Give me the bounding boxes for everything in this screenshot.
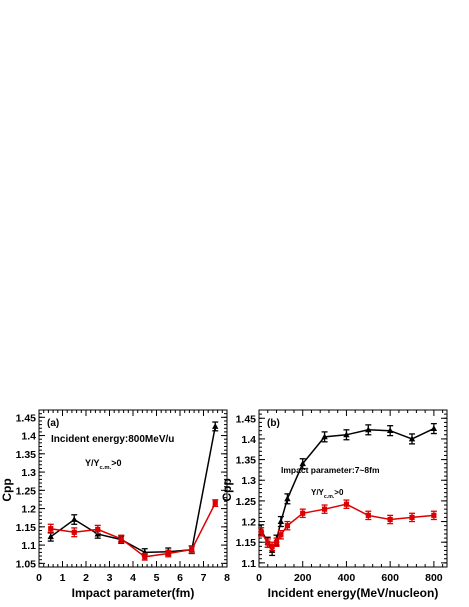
y-tick-label: 1.2 bbox=[21, 504, 36, 516]
y-tick-label: 1.35 bbox=[236, 455, 257, 467]
data-point bbox=[300, 510, 306, 516]
data-point bbox=[321, 506, 328, 512]
data-point bbox=[212, 500, 218, 506]
annotation-line-2: Y/Yc.m.>0 bbox=[311, 488, 344, 500]
y-tick-label: 1.25 bbox=[236, 496, 257, 508]
y-tick-label: 1.4 bbox=[241, 434, 256, 446]
y-axis-label: Cpp bbox=[220, 478, 234, 501]
data-point bbox=[343, 431, 350, 438]
data-point bbox=[71, 529, 77, 535]
data-point bbox=[365, 426, 372, 433]
data-point bbox=[142, 554, 148, 560]
x-tick-label: 800 bbox=[425, 572, 443, 584]
data-point bbox=[277, 518, 285, 524]
annotation-line-1: Incident energy:800MeV/u bbox=[51, 434, 174, 445]
data-point bbox=[430, 425, 438, 431]
x-tick-label: 0 bbox=[256, 572, 262, 584]
y-tick-label: 1.15 bbox=[16, 522, 37, 534]
x-tick-label: 8 bbox=[224, 572, 230, 584]
data-point bbox=[165, 550, 171, 557]
data-point bbox=[95, 526, 101, 532]
y-tick-label: 1.2 bbox=[241, 517, 256, 529]
data-point bbox=[71, 516, 78, 522]
panel-label: (b) bbox=[267, 418, 280, 429]
y-tick-label: 1.3 bbox=[241, 475, 256, 487]
data-point bbox=[258, 529, 264, 535]
data-point bbox=[48, 526, 54, 532]
data-point bbox=[321, 433, 328, 440]
panel-a: 0 1 2 3 4 5 6 7 8 1.05 1.1 1.15 1.2 1.25 1.3 1.35 1.4 1.4… bbox=[0, 409, 230, 600]
data-point bbox=[409, 514, 415, 521]
x-tick-label: 7 bbox=[201, 572, 207, 584]
x-tick-label: 1 bbox=[60, 572, 66, 584]
panel-b: 0 200 400 600 800 1.1 1.15 1.2 1.25 1.3 1.35 1.4 1.4… bbox=[220, 409, 448, 600]
y-tick-label: 1.45 bbox=[16, 412, 37, 424]
data-point bbox=[273, 539, 280, 545]
y-tick-label: 1.3 bbox=[21, 467, 36, 479]
data-point bbox=[278, 532, 284, 538]
data-point bbox=[299, 460, 306, 467]
data-point bbox=[118, 536, 124, 542]
x-tick-label: 5 bbox=[154, 572, 160, 584]
x-tick-label: 400 bbox=[338, 572, 356, 584]
series-red bbox=[47, 499, 219, 561]
annotation-line-2: Y/Yc.m.>0 bbox=[85, 458, 121, 471]
data-point bbox=[408, 435, 416, 442]
data-point bbox=[284, 495, 291, 502]
series-red bbox=[258, 499, 437, 552]
data-point bbox=[189, 546, 195, 553]
data-point bbox=[47, 533, 54, 540]
y-tick-label: 1.35 bbox=[16, 449, 37, 461]
data-point bbox=[269, 543, 275, 549]
x-tick-label: 6 bbox=[177, 572, 183, 584]
y-tick-label: 1.15 bbox=[236, 537, 257, 549]
x-axis-label: Incident energy(MeV/nucleon) bbox=[268, 586, 439, 600]
data-point bbox=[265, 540, 271, 546]
y-tick-label: 1.05 bbox=[16, 558, 37, 570]
y-tick-label: 1.25 bbox=[16, 485, 37, 497]
x-tick-label: 3 bbox=[107, 572, 113, 584]
data-point bbox=[387, 516, 393, 523]
annotation-line-1: Impact parameter:7~8fm bbox=[281, 465, 380, 475]
data-point bbox=[343, 501, 350, 507]
data-point bbox=[386, 427, 394, 434]
panel-label: (a) bbox=[47, 418, 59, 429]
x-tick-label: 600 bbox=[381, 572, 399, 584]
x-tick-label: 2 bbox=[83, 572, 89, 584]
y-tick-label: 1.4 bbox=[21, 431, 36, 443]
data-point bbox=[212, 423, 219, 429]
series-line bbox=[50, 502, 216, 558]
data-point bbox=[431, 512, 437, 518]
x-tick-label: 4 bbox=[130, 572, 136, 584]
x-tick-label: 200 bbox=[294, 572, 312, 584]
data-point bbox=[365, 512, 371, 518]
y-tick-label: 1.1 bbox=[21, 540, 36, 552]
y-tick-label: 1.45 bbox=[236, 413, 257, 425]
data-point bbox=[284, 523, 291, 529]
y-axis-label: Cpp bbox=[0, 478, 14, 501]
x-axis-label: Impact parameter(fm) bbox=[72, 586, 195, 600]
x-tick-label: 0 bbox=[36, 572, 42, 584]
y-tick-label: 1.1 bbox=[241, 558, 256, 570]
